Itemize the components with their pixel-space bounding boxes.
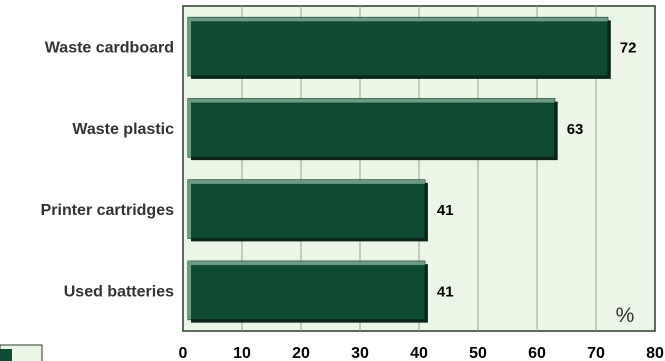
x-tick-label: 0 <box>179 345 188 361</box>
x-tick-label: 50 <box>469 345 487 361</box>
bar <box>187 98 558 161</box>
bars <box>187 16 611 323</box>
x-tick-label: 80 <box>646 345 664 361</box>
x-tick-labels: 0 10 20 30 40 50 60 70 80 <box>179 345 664 361</box>
value-label: 41 <box>437 202 454 219</box>
legend-swatch-fragment <box>0 344 43 361</box>
unit-label: % <box>616 304 635 327</box>
x-tick-label: 30 <box>351 345 369 361</box>
x-tick-label: 20 <box>292 345 310 361</box>
bar <box>187 179 428 242</box>
value-label: 72 <box>620 40 637 57</box>
value-label: 41 <box>437 283 454 300</box>
x-tick-label: 10 <box>233 345 251 361</box>
x-tick-label: 40 <box>410 345 428 361</box>
x-tick-label: 60 <box>528 345 546 361</box>
category-label: Printer cartridges <box>41 202 174 219</box>
bar <box>187 260 428 323</box>
category-label: Waste cardboard <box>45 40 174 57</box>
category-labels: Waste cardboard Waste plastic Printer cart… <box>41 40 174 301</box>
x-tick-label: 70 <box>587 345 605 361</box>
category-label: Used batteries <box>64 283 174 300</box>
value-labels: 72 63 41 41 <box>437 40 637 301</box>
category-label: Waste plastic <box>72 121 174 138</box>
bar <box>187 16 611 79</box>
value-label: 63 <box>567 121 584 138</box>
